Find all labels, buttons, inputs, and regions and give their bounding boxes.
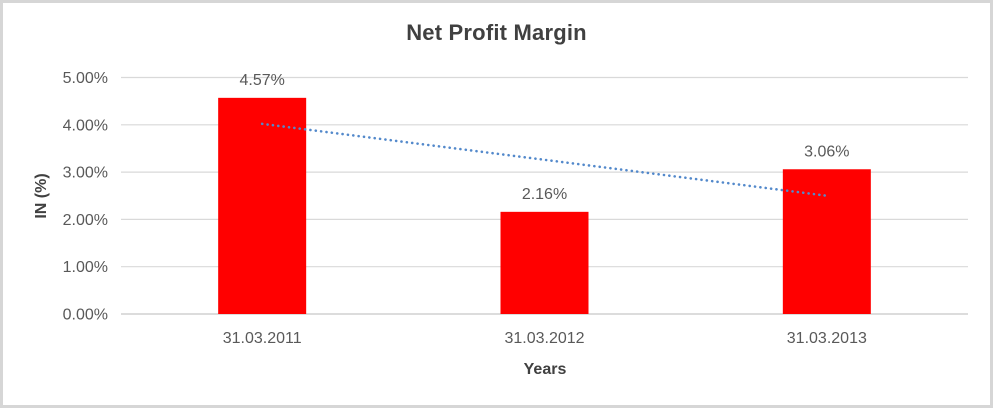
y-tick-label: 5.00% bbox=[63, 70, 108, 87]
bar-31.03.2013[interactable] bbox=[782, 169, 871, 314]
y-tick-label: 4.00% bbox=[63, 117, 108, 134]
bar-31.03.2011[interactable] bbox=[218, 97, 307, 315]
x-tick-label: 31.03.2012 bbox=[504, 330, 584, 347]
bar-31.03.2012[interactable] bbox=[500, 211, 589, 314]
data-label: 2.16% bbox=[522, 186, 567, 203]
x-axis-title: Years bbox=[523, 361, 567, 378]
x-tick-label: 31.03.2011 bbox=[223, 330, 302, 347]
trendline[interactable] bbox=[260, 122, 829, 198]
y-tick-label: 3.00% bbox=[63, 165, 108, 182]
data-label: 3.06% bbox=[804, 143, 849, 160]
x-tick-label: 31.03.2013 bbox=[787, 330, 867, 347]
y-tick-label: 0.00% bbox=[63, 307, 108, 324]
data-label: 4.57% bbox=[239, 72, 284, 89]
chart-title: Net Profit Margin bbox=[406, 20, 587, 45]
y-tick-label: 1.00% bbox=[63, 259, 108, 276]
y-tick-label: 2.00% bbox=[63, 212, 108, 229]
